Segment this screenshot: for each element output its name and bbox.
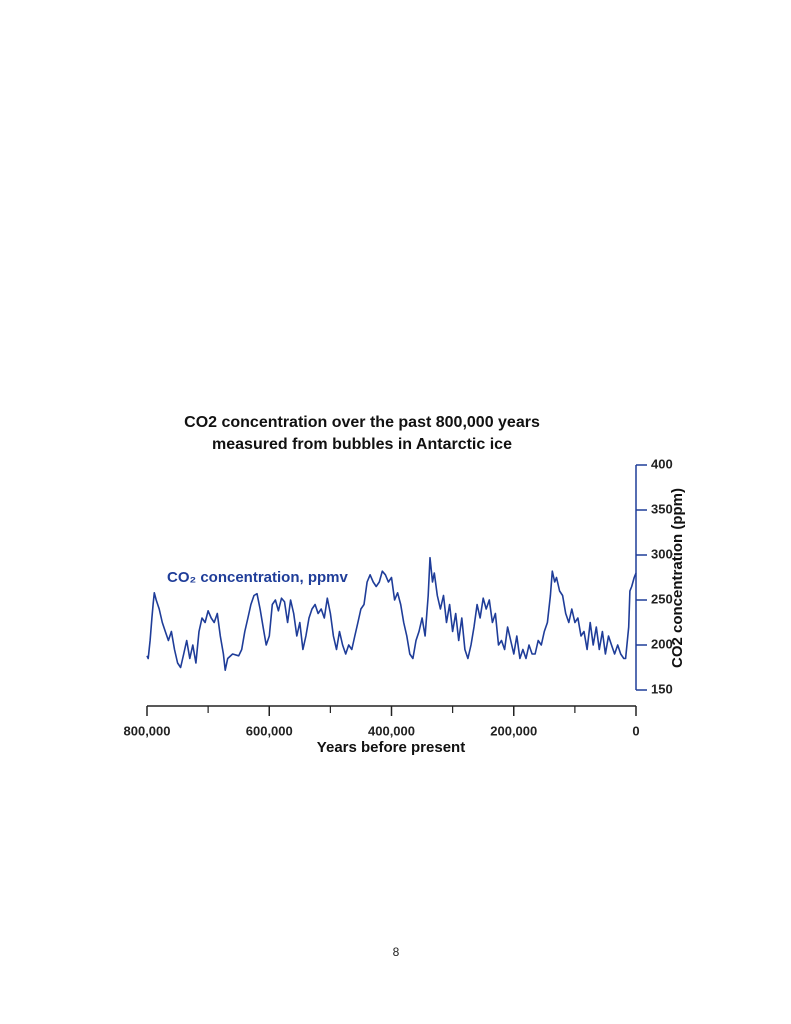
x-tick-label: 0	[632, 723, 639, 738]
x-tick-label: 600,000	[246, 723, 293, 738]
y-tick-label: 400	[651, 456, 673, 471]
x-tick-label: 200,000	[490, 723, 537, 738]
chart-title: CO2 concentration over the past 800,000 …	[184, 414, 540, 431]
x-tick-label: 800,000	[124, 723, 171, 738]
y-axis-label: CO2 concentration (ppm)	[669, 488, 686, 668]
y-tick-label: 300	[651, 546, 673, 561]
y-tick-label: 150	[651, 681, 673, 696]
page-number: 8	[393, 945, 400, 959]
series-label: CO₂ concentration, ppmv	[167, 569, 349, 586]
x-axis-label: Years before present	[317, 739, 465, 756]
chart-title: measured from bubbles in Antarctic ice	[212, 436, 512, 453]
x-tick-label: 400,000	[368, 723, 415, 738]
y-tick-label: 250	[651, 591, 673, 606]
data-line	[146, 556, 637, 671]
y-tick-label: 350	[651, 501, 673, 516]
y-tick-label: 200	[651, 636, 673, 651]
